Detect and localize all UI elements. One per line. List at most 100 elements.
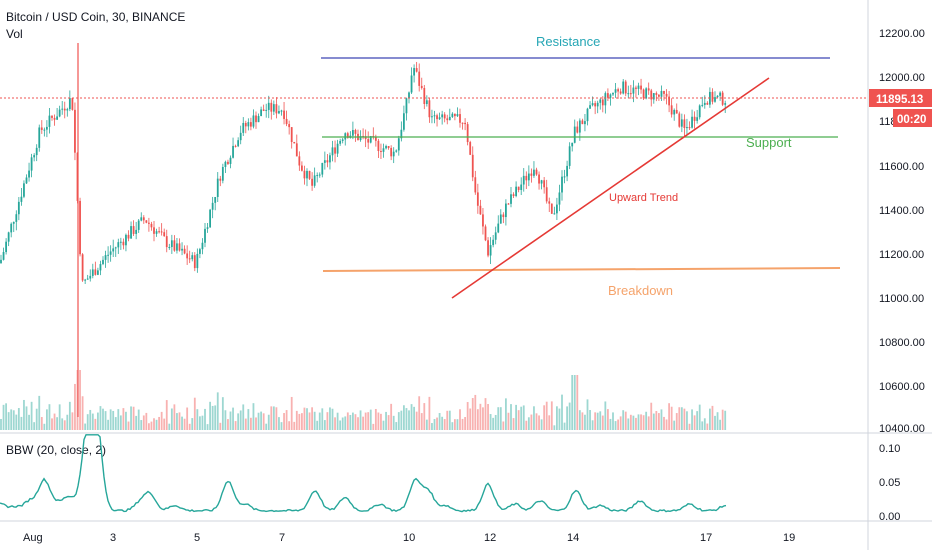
volume-label[interactable]: Vol <box>6 27 23 41</box>
candle-body <box>599 99 602 103</box>
candle-body <box>311 178 313 186</box>
volume-bar <box>267 414 270 430</box>
symbol-title[interactable]: Bitcoin / USD Coin, 30, BINANCE <box>6 10 185 24</box>
candle-body <box>12 221 15 224</box>
time-axis[interactable]: Aug 3 5 7 10 12 14 17 19 <box>23 532 795 544</box>
resistance-label[interactable]: Resistance <box>536 34 600 49</box>
candle-body <box>507 203 510 205</box>
volume-bar <box>505 398 507 430</box>
support-label[interactable]: Support <box>746 135 792 150</box>
candle-body <box>56 116 58 120</box>
volume-bar <box>670 406 673 430</box>
volume-bar <box>571 375 574 430</box>
candle-body <box>173 240 176 251</box>
candle-body <box>637 85 640 89</box>
candle-body <box>431 116 433 118</box>
volume-bar <box>104 411 107 430</box>
candle-body <box>308 170 311 179</box>
volume-bar <box>632 415 635 430</box>
volume-bar <box>112 410 115 430</box>
volume-bar <box>250 417 252 430</box>
breakdown-line[interactable] <box>322 267 841 272</box>
candle-body <box>683 119 686 128</box>
volume-bar <box>466 402 469 430</box>
volume-bar <box>510 404 512 430</box>
volume-bar <box>423 403 426 430</box>
volume-bar <box>186 407 189 430</box>
candle-body <box>658 94 660 97</box>
volume-bar <box>380 413 382 430</box>
volume-bar <box>247 409 250 430</box>
candle-body <box>316 175 319 177</box>
volume-bar <box>660 409 663 430</box>
volume-bar <box>492 417 495 430</box>
candle-body <box>7 232 10 242</box>
volume-bar <box>232 407 234 430</box>
breakdown-label[interactable]: Breakdown <box>608 283 673 298</box>
candle-body <box>568 146 571 166</box>
candle-body <box>670 105 673 115</box>
candle-body <box>680 119 683 127</box>
candle-body <box>255 115 257 123</box>
volume-bar <box>295 410 298 430</box>
candle-body <box>408 92 410 99</box>
candle-body <box>678 113 681 127</box>
candle-body <box>352 129 354 136</box>
volume-bar <box>270 406 273 430</box>
volume-bar <box>624 411 627 430</box>
price-tick: 12000.00 <box>879 72 925 84</box>
candle-body <box>520 184 523 190</box>
volume-bar <box>288 421 291 430</box>
candle-body <box>711 91 714 102</box>
bbw-line <box>0 434 727 513</box>
bbw-label[interactable]: BBW (20, close, 2) <box>6 443 106 457</box>
candle-body <box>461 122 464 124</box>
candle-body <box>489 245 492 256</box>
volume-bar <box>331 408 334 430</box>
countdown-badge <box>893 109 932 127</box>
candle-body <box>364 136 367 140</box>
candle-body <box>135 229 138 234</box>
candle-body <box>234 145 237 147</box>
volume-bar <box>89 409 92 430</box>
candle-body <box>53 117 56 120</box>
candle-body <box>117 242 120 248</box>
candle-body <box>2 252 5 260</box>
volume-bar <box>405 408 408 430</box>
volume-bar <box>23 399 25 430</box>
volume-bar <box>387 415 390 430</box>
volume-bar <box>550 401 553 430</box>
volume-bar <box>482 407 484 430</box>
volume-bar <box>604 401 607 430</box>
volume-bar <box>17 408 20 430</box>
upward-trend-label[interactable]: Upward Trend <box>609 192 678 204</box>
candle-body <box>563 176 566 178</box>
volume-bar <box>545 401 548 430</box>
candle-body <box>553 213 556 215</box>
candle-body <box>318 174 321 176</box>
volume-bar <box>46 409 48 430</box>
volume-bar <box>68 401 71 430</box>
volume-bar <box>474 394 477 430</box>
volume-bar <box>7 412 10 430</box>
candle-body <box>586 108 589 122</box>
candle-body <box>66 109 69 111</box>
upward-trend-line[interactable] <box>451 77 770 299</box>
volume-bars <box>0 370 727 430</box>
volume-bar <box>40 417 43 430</box>
candle-body <box>474 177 477 193</box>
volume-bar <box>469 408 472 430</box>
volume-bar <box>683 408 686 430</box>
candle-body <box>224 161 227 168</box>
volume-bar <box>329 407 331 430</box>
volume-bar <box>578 410 581 430</box>
time-tick: 19 <box>783 532 795 544</box>
volume-bar <box>680 407 683 430</box>
price-tick: 11000.00 <box>879 293 924 305</box>
volume-bar <box>244 418 247 430</box>
price-tick: 11200.00 <box>879 249 924 261</box>
volume-bar <box>150 421 153 430</box>
candle-body <box>459 114 461 123</box>
volume-bar <box>377 412 380 430</box>
